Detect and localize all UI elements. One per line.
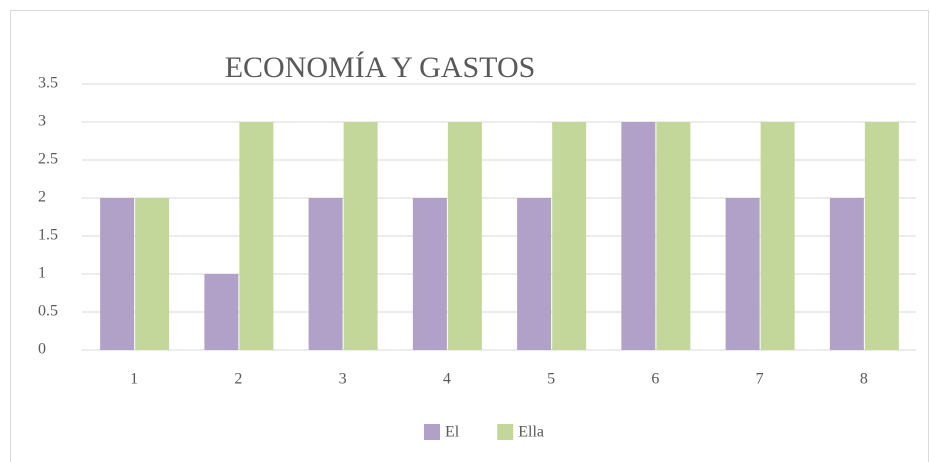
y-tick-label: 3 — [38, 113, 46, 130]
bar — [135, 198, 170, 350]
y-tick-label: 0 — [38, 341, 46, 358]
x-tick-label: 3 — [339, 371, 347, 388]
bar — [412, 198, 447, 350]
x-tick-label: 4 — [443, 371, 451, 388]
bar — [517, 198, 552, 350]
bar — [204, 274, 239, 350]
bar — [864, 122, 899, 350]
x-tick-label: 1 — [130, 371, 138, 388]
bar — [656, 122, 691, 350]
bar — [725, 198, 760, 350]
y-tick-label: 3.5 — [38, 75, 58, 92]
bar — [621, 122, 656, 350]
bar — [239, 122, 274, 350]
x-tick-label: 2 — [234, 371, 242, 388]
bar — [100, 198, 135, 350]
y-tick-label: 0.5 — [38, 303, 58, 320]
y-tick-label: 1 — [38, 265, 46, 282]
x-tick-label: 5 — [547, 371, 555, 388]
bar — [552, 122, 587, 350]
legend-label: Ella — [518, 424, 544, 441]
legend-label: El — [445, 424, 460, 441]
bar — [447, 122, 482, 350]
y-tick-label: 2.5 — [38, 151, 58, 168]
x-tick-label: 6 — [651, 371, 659, 388]
bar — [343, 122, 378, 350]
x-tick-label: 8 — [860, 371, 868, 388]
y-tick-label: 1.5 — [38, 227, 58, 244]
legend-swatch — [424, 424, 440, 440]
bar — [829, 198, 864, 350]
x-tick-label: 7 — [756, 371, 764, 388]
bar — [308, 198, 343, 350]
legend-swatch — [497, 424, 514, 440]
bar — [760, 122, 795, 350]
chart-title: ECONOMÍA Y GASTOS — [225, 51, 536, 84]
y-tick-label: 2 — [38, 189, 46, 206]
